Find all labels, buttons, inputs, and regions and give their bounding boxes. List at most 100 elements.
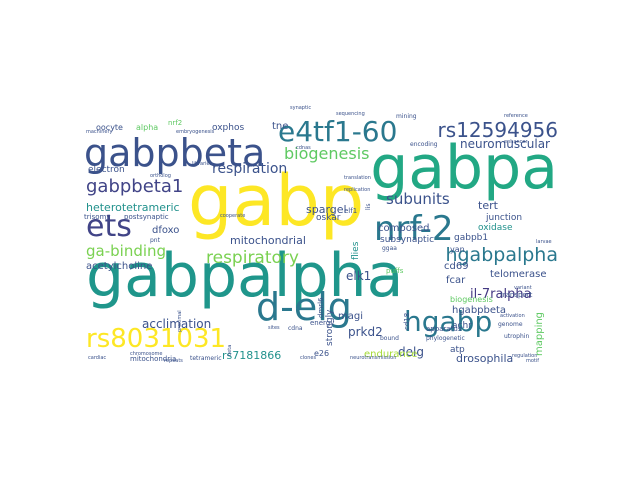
cloud-word: replication: [344, 187, 371, 193]
cloud-word: acclimation: [142, 317, 212, 331]
cloud-word: mitochondrial: [230, 234, 306, 247]
cloud-word: drosophila: [456, 352, 514, 365]
cloud-word: fcar: [446, 275, 466, 286]
cloud-word: embryogenesis: [176, 129, 215, 135]
cloud-word: mining: [396, 113, 417, 120]
cloud-word: mapping: [534, 311, 545, 356]
cloud-word: genome: [498, 321, 523, 328]
cloud-word: puffs: [386, 267, 404, 275]
cloud-word: biogenesis: [450, 295, 493, 304]
cloud-word: oskar: [316, 213, 341, 223]
cloud-word: nrf-2: [374, 209, 454, 249]
cloud-word: hgabpalpha: [445, 244, 558, 266]
cloud-word: e26: [314, 349, 330, 358]
cloud-word: energy: [310, 319, 335, 327]
cloud-word: hgabp: [404, 305, 493, 338]
cloud-word: tetrameric: [190, 355, 222, 362]
cloud-word: delg: [398, 345, 424, 359]
word-cloud: gabpalpha gabp gabpa gabpbeta e4tf1-60 n…: [80, 100, 560, 365]
cloud-word: oxphos: [212, 123, 245, 133]
cloud-word: subsynaptic: [380, 235, 435, 245]
cloud-word: utrophin: [504, 333, 530, 340]
cloud-word: cd18: [403, 312, 411, 330]
cloud-word: libraries: [192, 161, 213, 167]
cloud-word: prkd2: [348, 325, 383, 339]
cloud-word: ga-binding: [86, 242, 167, 260]
cloud-word: ggaa: [382, 245, 397, 252]
cloud-word: ets: [86, 209, 132, 244]
cloud-word: gabpa: [370, 133, 558, 203]
cloud-word: proximal: [177, 310, 183, 332]
cloud-word: neuromuscular: [460, 137, 550, 151]
cloud-word: sites: [268, 325, 280, 331]
cloud-word: alpha: [136, 123, 159, 132]
cloud-word: sequencing: [336, 111, 365, 117]
cloud-word: lis: [365, 203, 372, 210]
cloud-word: oxidase: [478, 223, 513, 233]
cloud-word: flies: [351, 241, 361, 260]
cloud-word: cd69: [444, 261, 469, 272]
cloud-word: atp: [450, 345, 465, 355]
cloud-word: apparatus: [426, 325, 462, 333]
cloud-word: rs7181866: [222, 349, 282, 362]
cloud-word: reference: [504, 113, 528, 119]
cloud-word: regulation: [512, 353, 538, 359]
cloud-word: translation: [344, 175, 371, 181]
cloud-word: respiratory: [206, 248, 299, 268]
cloud-word: phylogenetic: [426, 335, 465, 342]
cloud-word: cooperate: [220, 213, 246, 219]
cloud-word: gabp: [188, 160, 365, 242]
cloud-word: clones: [300, 355, 317, 361]
cloud-word: d-elg: [256, 285, 352, 329]
cloud-word: strongly: [325, 309, 335, 346]
cloud-word: variant: [514, 285, 532, 291]
cloud-word: oocyte: [96, 123, 123, 132]
cloud-word: encoding: [410, 141, 438, 148]
cloud-word: junction: [486, 213, 523, 223]
cloud-word: electron: [88, 165, 125, 175]
cloud-word: tert: [478, 199, 498, 212]
cloud-word: spargel: [306, 203, 347, 216]
cloud-word: elk1: [346, 269, 372, 283]
cloud-word: pnt: [150, 237, 160, 244]
cloud-word: yan: [450, 245, 465, 254]
cloud-word: cdnas: [296, 145, 311, 151]
cloud-word: respiration: [212, 161, 288, 177]
cloud-word: acetylcholine: [86, 261, 153, 272]
cloud-word: synaptic: [290, 105, 312, 111]
cloud-word: gabpbeta: [84, 131, 266, 175]
cloud-word: rs12594956: [437, 118, 558, 142]
cloud-word: gabpb1: [454, 233, 489, 243]
cloud-word: cdna: [288, 325, 303, 332]
cloud-word: subunits: [386, 190, 450, 208]
cloud-word: il-7ralpha: [470, 287, 532, 302]
cloud-word: trisomy: [84, 213, 111, 221]
cloud-word: postsynaptic: [124, 213, 169, 221]
cloud-word: beta: [227, 344, 233, 356]
cloud-word: chromosome: [130, 351, 163, 357]
cloud-word: achr: [452, 321, 472, 331]
cloud-word: tne: [272, 121, 289, 132]
cloud-word: dfoxo: [152, 225, 180, 236]
cloud-word: larvae: [536, 239, 552, 245]
cloud-word: biogenesis: [284, 144, 370, 163]
cloud-word: gabpalpha: [86, 241, 404, 311]
cloud-word: transport: [500, 291, 533, 299]
cloud-word: telomerase: [490, 269, 547, 280]
cloud-word: cardiac: [88, 355, 107, 361]
cloud-word: heterotetrameric: [86, 201, 180, 214]
cloud-word: machinery: [86, 129, 113, 135]
cloud-word: ortholog: [150, 173, 171, 179]
cloud-word: bound: [380, 335, 399, 342]
cloud-word: rs8031031: [86, 324, 227, 354]
cloud-word: magi: [338, 311, 363, 322]
cloud-word: composed: [378, 223, 430, 234]
cloud-word: repeats: [164, 358, 183, 364]
cloud-word: endurance: [364, 349, 418, 360]
cloud-word: hgabpbeta: [452, 305, 507, 316]
cloud-word: enhancer: [504, 139, 528, 145]
cloud-word: motif: [526, 358, 540, 364]
cloud-word: mitochondria: [130, 355, 177, 363]
cloud-word: dmrl6: [317, 297, 325, 318]
cloud-word: e4tf1-60: [278, 115, 398, 148]
